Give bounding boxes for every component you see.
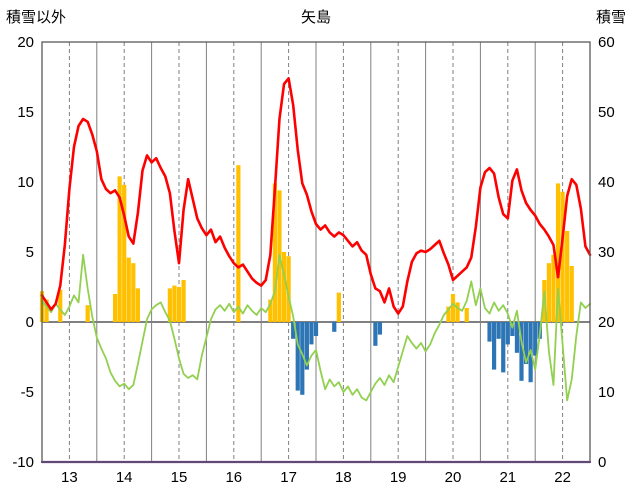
plot-border: [41, 41, 591, 463]
blue-bars: [510, 322, 515, 336]
orange-bars: [44, 299, 49, 322]
x-axis-tick-label: 14: [116, 469, 133, 486]
orange-bars: [135, 288, 140, 322]
orange-bars: [167, 288, 172, 322]
orange-bars: [555, 183, 561, 322]
blue-bars: [304, 322, 309, 370]
left-axis-tick-label: 20: [17, 34, 34, 51]
right-axis-tick-label: 30: [598, 244, 615, 261]
orange-bars: [455, 302, 460, 322]
orange-bars: [565, 231, 570, 322]
blue-bars: [313, 322, 319, 336]
blue-bars: [300, 322, 305, 395]
right-axis-tick-label: 60: [598, 34, 615, 51]
orange-bars: [236, 165, 241, 322]
orange-bars: [546, 263, 551, 322]
blue-bars: [332, 322, 337, 332]
chart-title: 矢島: [300, 9, 331, 26]
x-axis-tick-label: 15: [171, 469, 188, 486]
right-axis-tick-label: 50: [598, 104, 615, 121]
orange-bars: [272, 183, 277, 322]
orange-bars: [181, 280, 186, 322]
left-axis-title: 積雪以外: [6, 9, 67, 26]
right-axis-tick-label: 0: [598, 454, 606, 471]
orange-bars: [58, 289, 63, 322]
x-axis-tick-label: 17: [280, 469, 297, 486]
blue-bars: [519, 322, 524, 381]
left-axis-tick-label: 10: [17, 174, 34, 191]
blue-bars: [373, 322, 378, 346]
x-axis-tick-label: 13: [61, 469, 78, 486]
orange-bars: [560, 191, 565, 322]
orange-bars: [126, 257, 131, 322]
left-axis-tick-label: 5: [26, 244, 34, 261]
left-axis-tick-label: -10: [12, 454, 34, 471]
x-axis-tick-label: 19: [390, 469, 407, 486]
right-axis-tick-label: 20: [598, 314, 615, 331]
orange-bars: [551, 254, 556, 322]
blue-bars: [514, 322, 520, 353]
blue-bars: [377, 322, 383, 335]
right-axis-title: 積雪: [595, 9, 626, 26]
x-axis-tick-label: 20: [445, 469, 462, 486]
blue-bars: [309, 322, 314, 345]
left-axis-tick-label: -5: [21, 384, 34, 401]
orange-bars: [569, 266, 574, 322]
blue-bars: [533, 322, 538, 356]
blue-bars: [523, 322, 529, 364]
orange-bars: [112, 294, 118, 322]
left-axis-tick-label: 0: [26, 314, 34, 331]
x-axis-tick-label: 18: [335, 469, 352, 486]
x-axis-tick-label: 21: [499, 469, 516, 486]
green-line-series: [41, 253, 591, 402]
orange-bars: [117, 176, 122, 322]
blue-bars: [501, 322, 506, 373]
blue-bars: [295, 322, 300, 391]
right-axis-tick-label: 10: [598, 384, 615, 401]
orange-bars: [176, 287, 182, 322]
orange-bars: [464, 308, 469, 322]
orange-bars: [281, 252, 287, 322]
blue-bars: [487, 322, 492, 342]
x-axis-tick-label: 16: [225, 469, 242, 486]
orange-bars: [172, 285, 177, 322]
orange-bars: [446, 306, 451, 322]
blue-bars: [505, 322, 510, 345]
orange-bars: [122, 184, 127, 322]
right-axis-tick-label: 40: [598, 174, 615, 191]
orange-bars: [336, 292, 341, 322]
blue-bars: [496, 322, 501, 339]
blue-bars: [492, 322, 497, 370]
orange-bars: [450, 294, 456, 322]
orange-bars: [268, 299, 273, 322]
orange-bars: [131, 263, 136, 322]
orange-bars: [85, 305, 90, 322]
left-axis-tick-label: 15: [17, 104, 34, 121]
orange-bars: [286, 256, 291, 322]
red-line-series: [40, 77, 592, 315]
blue-bars: [291, 322, 296, 339]
x-axis-tick-label: 22: [554, 469, 571, 486]
